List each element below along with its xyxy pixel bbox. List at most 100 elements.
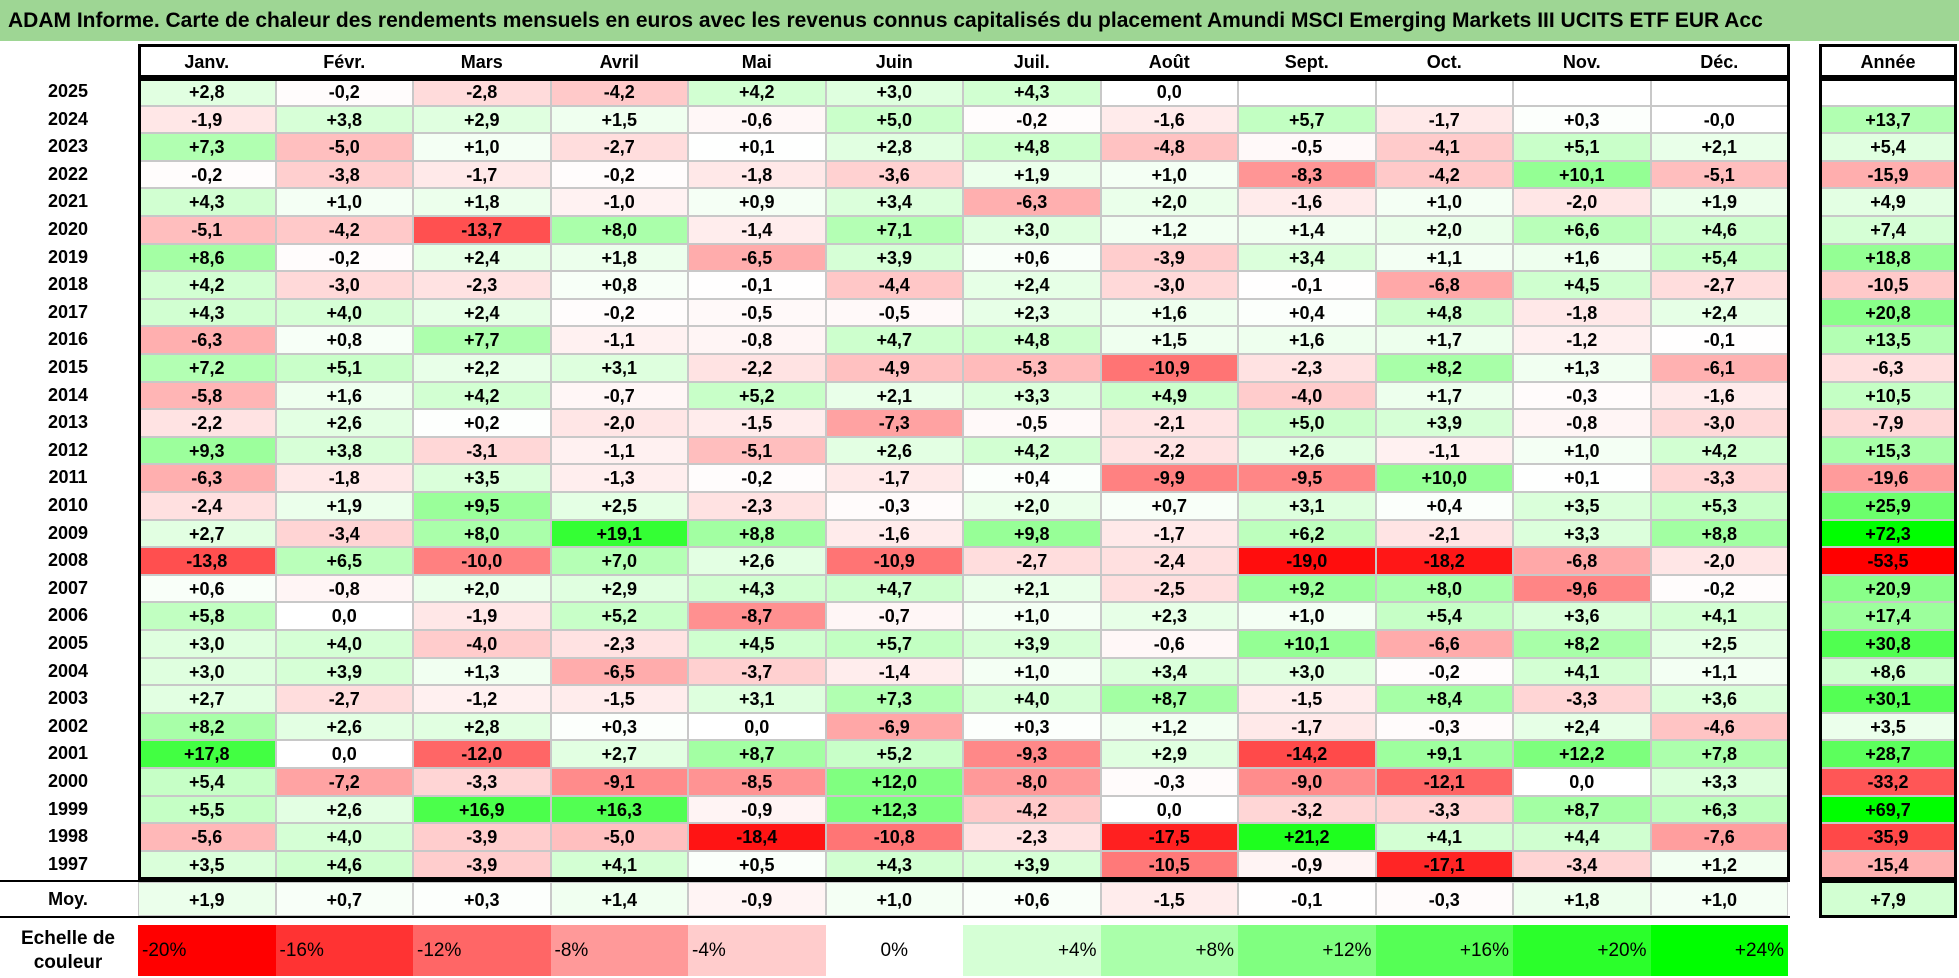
heatmap-cell: -3,1: [413, 436, 551, 465]
heatmap-cell: +1,9: [275, 492, 413, 520]
annual-cell: +15,3: [1819, 436, 1957, 465]
scale-swatch: 0%: [825, 925, 963, 976]
heatmap-cell: +0,8: [275, 326, 413, 354]
scale-swatch: -12%: [413, 925, 551, 976]
heatmap-cell: +4,2: [963, 436, 1101, 465]
heatmap-cell: +3,8: [275, 436, 413, 465]
heatmap-cell: -5,6: [138, 823, 276, 851]
heatmap-cell: +9,2: [1238, 574, 1376, 603]
heatmap-cell: -17,5: [1100, 823, 1238, 851]
heatmap-cell: -2,0: [550, 409, 688, 437]
heatmap-cell: -9,1: [550, 768, 688, 796]
heatmap-cell: -0,2: [1650, 574, 1788, 603]
heatmap-cell: -2,2: [138, 409, 276, 437]
heatmap-cell: +2,4: [1650, 298, 1788, 327]
scale-swatch: +8%: [1100, 925, 1238, 976]
heatmap-cell: +7,1: [825, 216, 963, 244]
heatmap-cell: -0,5: [1238, 133, 1376, 161]
heatmap-cell: +0,7: [1100, 492, 1238, 520]
heatmap-cell: -0,7: [550, 381, 688, 410]
heatmap-cell: +2,9: [413, 105, 551, 134]
heatmap-cell: +4,9: [1100, 381, 1238, 410]
heatmap-cell: -0,9: [1238, 850, 1376, 879]
heatmap-cell: +4,0: [275, 823, 413, 851]
annual-cell: -7,9: [1819, 409, 1957, 437]
heatmap-cell: -0,2: [138, 160, 276, 189]
heatmap-cell: +3,0: [138, 630, 276, 658]
annual-cell: -35,9: [1819, 823, 1957, 851]
heatmap-cell: +1,7: [1375, 326, 1513, 354]
heatmap-cell: -0,3: [1375, 712, 1513, 741]
heatmap-cell: +1,7: [1375, 381, 1513, 410]
annual-cell: +7,4: [1819, 216, 1957, 244]
scale-swatch: -4%: [688, 925, 826, 976]
heatmap-cell: +5,1: [275, 354, 413, 382]
year-label: 2002: [47, 715, 89, 736]
annual-cell: +4,9: [1819, 188, 1957, 216]
annual-cell: -53,5: [1819, 547, 1957, 575]
annual-cell: +17,4: [1819, 602, 1957, 630]
heatmap-cell: -0,8: [1513, 409, 1651, 437]
heatmap-cell: +3,8: [275, 105, 413, 134]
heatmap-cell: +2,7: [138, 519, 276, 548]
heatmap-cell: -19,0: [1238, 547, 1376, 575]
heatmap-cell: -1,7: [825, 464, 963, 492]
heatmap-cell: +4,8: [1375, 298, 1513, 327]
month-header: Mai: [741, 52, 772, 72]
heatmap-cell: +3,9: [825, 243, 963, 272]
heatmap-cell: -4,0: [1238, 381, 1376, 410]
heatmap-cell: -3,3: [1375, 795, 1513, 824]
annual-cell: +69,7: [1819, 795, 1957, 824]
heatmap-cell: -6,6: [1375, 630, 1513, 658]
heatmap-cell: +3,5: [413, 464, 551, 492]
heatmap-cell: -2,7: [550, 133, 688, 161]
annual-cell: +30,8: [1819, 630, 1957, 658]
heatmap-cell: -3,8: [275, 160, 413, 189]
annual-cell: +30,1: [1819, 685, 1957, 713]
heatmap-cell: -0,8: [275, 574, 413, 603]
heatmap-cell: +1,3: [1513, 354, 1651, 382]
heatmap-cell: -0,9: [688, 795, 826, 824]
heatmap-cell: +3,0: [138, 657, 276, 686]
heatmap-cell: -1,8: [688, 160, 826, 189]
heatmap-cell: +2,1: [1650, 133, 1788, 161]
heatmap-cell: +3,1: [1238, 492, 1376, 520]
average-cell: +1,8: [1513, 882, 1651, 917]
heatmap-cell: -4,9: [825, 354, 963, 382]
heatmap-cell: -18,4: [688, 823, 826, 851]
heatmap-cell: +8,0: [550, 216, 688, 244]
heatmap-cell: -6,3: [963, 188, 1101, 216]
heatmap-cell: +3,1: [688, 685, 826, 713]
heatmap-cell: +1,6: [1238, 326, 1376, 354]
scale-label: Echelle de couleur: [21, 928, 115, 973]
heatmap-cell: +8,7: [1513, 795, 1651, 824]
heatmap-cell: -3,7: [688, 657, 826, 686]
heatmap-cell: -10,5: [1100, 850, 1238, 879]
heatmap-cell: -1,6: [1650, 381, 1788, 410]
heatmap-cell: -6,3: [138, 464, 276, 492]
heatmap-cell: +0,4: [1375, 492, 1513, 520]
heatmap-cell: -4,2: [550, 78, 688, 106]
year-label: 2017: [47, 301, 89, 322]
heatmap-cell: +3,0: [963, 216, 1101, 244]
average-cell: +1,0: [825, 882, 963, 917]
heatmap-cell: -6,5: [550, 657, 688, 686]
heatmap-cell: -0,2: [275, 243, 413, 272]
heatmap-cell: -12,1: [1375, 768, 1513, 796]
heatmap-cell: -9,0: [1238, 768, 1376, 796]
heatmap-cell: +5,8: [138, 602, 276, 630]
heatmap-cell: +2,6: [825, 436, 963, 465]
heatmap-cell: +2,6: [275, 712, 413, 741]
heatmap-cell: -9,5: [1238, 464, 1376, 492]
heatmap-cell: -7,2: [275, 768, 413, 796]
heatmap-cell: -1,2: [413, 685, 551, 713]
annual-cell: -15,4: [1819, 850, 1957, 879]
heatmap-cell: -14,2: [1238, 740, 1376, 768]
heatmap-cell: +4,0: [963, 685, 1101, 713]
heatmap-cell: +4,7: [825, 326, 963, 354]
annual-cell: +25,9: [1819, 492, 1957, 520]
heatmap-cell: -2,2: [688, 354, 826, 382]
heatmap-cell: +5,5: [138, 795, 276, 824]
heatmap-cell: +9,5: [413, 492, 551, 520]
heatmap-cell: +9,1: [1375, 740, 1513, 768]
